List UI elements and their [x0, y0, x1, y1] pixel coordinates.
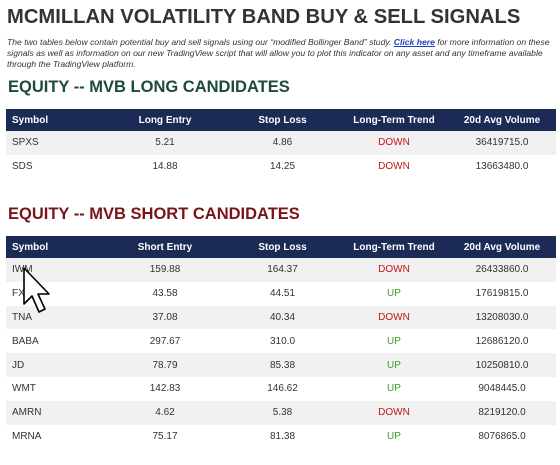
row: IWM 159.88 164.37 DOWN 26433860.0	[6, 258, 556, 282]
cell: 4.86	[225, 131, 340, 155]
cell: FXI	[6, 281, 105, 306]
column-header: Long-Term Trend	[340, 236, 448, 258]
cell: 4.62	[105, 400, 225, 425]
table: Symbol Long Entry Stop Loss Long-Term Trend…	[6, 109, 556, 179]
cell: UP	[340, 281, 448, 306]
cell: DOWN	[340, 258, 448, 282]
cursor	[23, 267, 50, 313]
cell: 78.79	[105, 353, 225, 377]
cell: WMT	[6, 376, 105, 401]
header-row: Symbol Short Entry Stop Loss Long-Term Tren…	[6, 236, 556, 258]
cell: 44.51	[225, 281, 340, 306]
cell: 26433860.0	[448, 258, 556, 282]
row: SDS 14.88 14.25 DOWN 13663480.0	[6, 154, 556, 179]
cell: DOWN	[340, 154, 448, 179]
cell: DOWN	[340, 305, 448, 330]
cell: MRNA	[6, 424, 105, 449]
cell: 12686120.0	[448, 329, 556, 354]
column-header: Stop Loss	[225, 236, 340, 258]
row: BABA 297.67 310.0 UP 12686120.0	[6, 329, 556, 354]
column-header: Symbol	[6, 236, 105, 258]
cell: 17619815.0	[448, 281, 556, 306]
intro-text: for more information on these signals as…	[7, 37, 550, 69]
row: FXI 43.58 44.51 UP 17619815.0	[6, 281, 556, 306]
section-title: EQUITY -- MVB LONG CANDIDATES	[8, 78, 290, 96]
table-head: Symbol Long Entry Stop Loss Long-Term Trend…	[6, 109, 556, 131]
cell: 9048445.0	[448, 376, 556, 401]
cell: SPXS	[6, 131, 105, 155]
cell: 13663480.0	[448, 154, 556, 179]
row: TNA 37.08 40.34 DOWN 13208030.0	[6, 305, 556, 330]
row: WMT 142.83 146.62 UP 9048445.0	[6, 376, 556, 401]
cell: DOWN	[340, 131, 448, 155]
intro-text: The two tables below contain potential b…	[7, 37, 394, 47]
cell: 310.0	[225, 329, 340, 354]
row: MRNA 75.17 81.38 UP 8076865.0	[6, 424, 556, 449]
row: JD 78.79 85.38 UP 10250810.0	[6, 353, 556, 377]
table-body: SPXS 5.21 4.86 DOWN 36419715.0 SDS 14.88 14.25 D…	[6, 131, 556, 179]
cell: 5.21	[105, 131, 225, 155]
cell: 13208030.0	[448, 305, 556, 330]
cell: 36419715.0	[448, 131, 556, 155]
cell: UP	[340, 376, 448, 401]
column-header: Symbol	[6, 109, 105, 131]
cell: UP	[340, 353, 448, 377]
cell: 14.88	[105, 154, 225, 179]
cell: 8219120.0	[448, 400, 556, 425]
cell: 37.08	[105, 305, 225, 330]
cell: BABA	[6, 329, 105, 354]
intro: The two tables below contain potential b…	[7, 37, 555, 70]
column-header: Long Entry	[105, 109, 225, 131]
column-header: Long-Term Trend	[340, 109, 448, 131]
header-row: Symbol Long Entry Stop Loss Long-Term Trend…	[6, 109, 556, 131]
cell: 8076865.0	[448, 424, 556, 449]
cell: 146.62	[225, 376, 340, 401]
table-body: IWM 159.88 164.37 DOWN 26433860.0 FXI 43.58 44.…	[6, 258, 556, 449]
cell: 10250810.0	[448, 353, 556, 377]
section-title: EQUITY -- MVB SHORT CANDIDATES	[8, 205, 300, 223]
cell: TNA	[6, 305, 105, 330]
page-title: MCMILLAN VOLATILITY BAND BUY & SELL SIGN…	[7, 6, 521, 28]
cell: 40.34	[225, 305, 340, 330]
cell: 142.83	[105, 376, 225, 401]
cell: 85.38	[225, 353, 340, 377]
cell: 164.37	[225, 258, 340, 282]
row: SPXS 5.21 4.86 DOWN 36419715.0	[6, 131, 556, 155]
cell: 5.38	[225, 400, 340, 425]
cell: JD	[6, 353, 105, 377]
cell: DOWN	[340, 400, 448, 425]
cell: 75.17	[105, 424, 225, 449]
cell: 43.58	[105, 281, 225, 306]
table: Symbol Short Entry Stop Loss Long-Term Tren…	[6, 236, 556, 449]
cell: IWM	[6, 258, 105, 282]
row: AMRN 4.62 5.38 DOWN 8219120.0	[6, 400, 556, 425]
column-header: Short Entry	[105, 236, 225, 258]
cell: AMRN	[6, 400, 105, 425]
cell: 297.67	[105, 329, 225, 354]
cell: 81.38	[225, 424, 340, 449]
column-header: 20d Avg Volume	[448, 236, 556, 258]
column-header: 20d Avg Volume	[448, 109, 556, 131]
column-header: Stop Loss	[225, 109, 340, 131]
link[interactable]: Click here	[393, 37, 435, 47]
cell: 14.25	[225, 154, 340, 179]
cell: 159.88	[105, 258, 225, 282]
cell: SDS	[6, 154, 105, 179]
cell: UP	[340, 329, 448, 354]
cell: UP	[340, 424, 448, 449]
table-head: Symbol Short Entry Stop Loss Long-Term Tren…	[6, 236, 556, 258]
